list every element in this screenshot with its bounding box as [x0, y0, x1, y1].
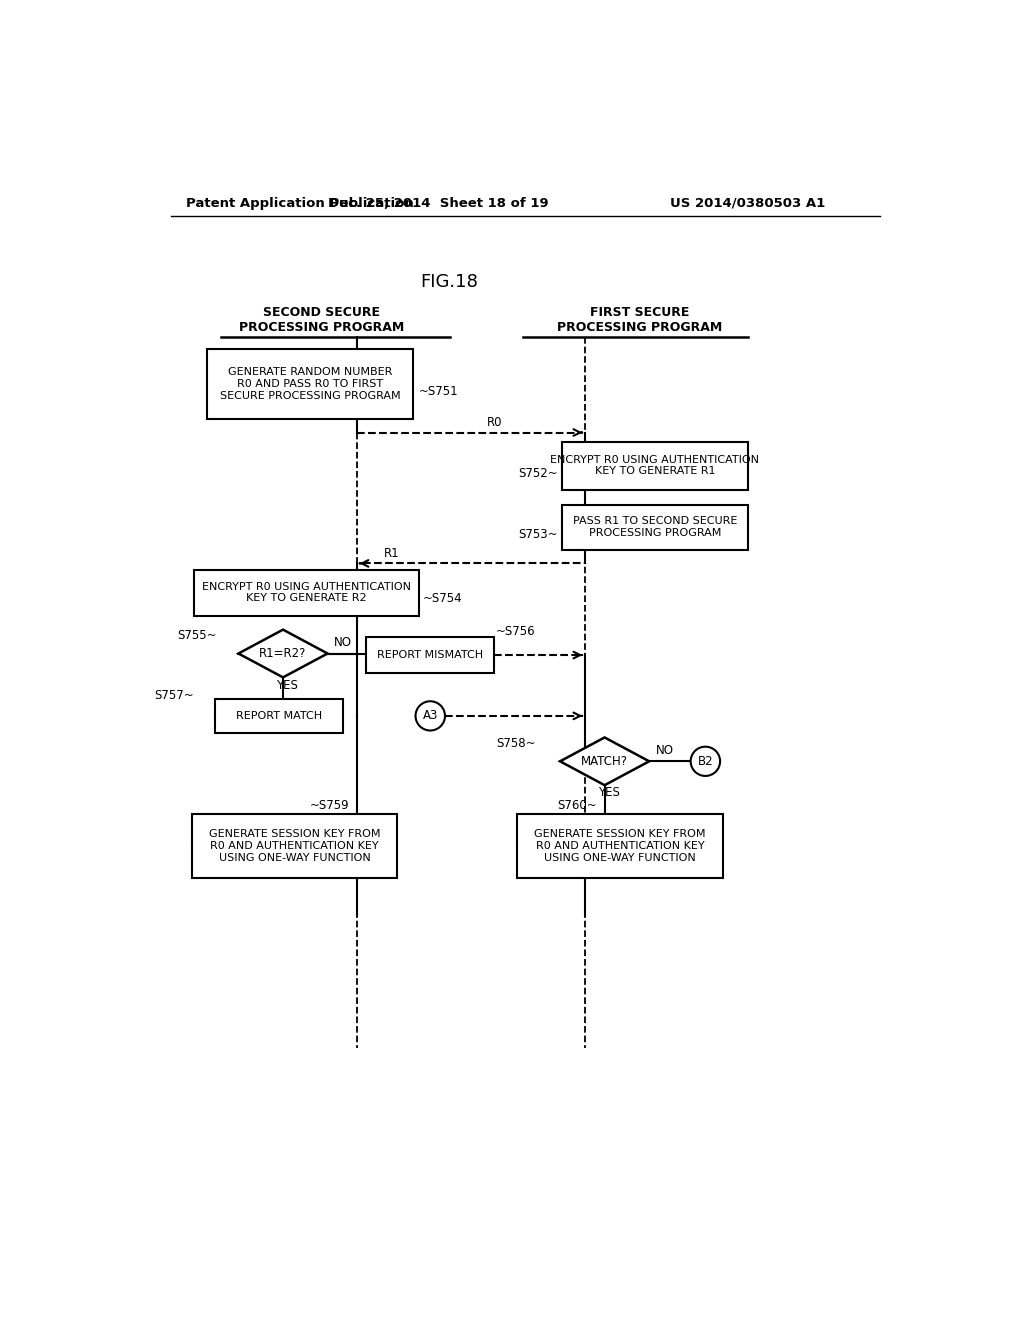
Text: R1: R1 — [384, 546, 399, 560]
Text: US 2014/0380503 A1: US 2014/0380503 A1 — [671, 197, 825, 210]
Text: S753~: S753~ — [518, 528, 558, 541]
Bar — [562, 442, 748, 490]
Text: Patent Application Publication: Patent Application Publication — [186, 197, 414, 210]
Bar — [562, 506, 748, 549]
Bar — [208, 350, 413, 418]
Text: GENERATE RANDOM NUMBER
R0 AND PASS R0 TO FIRST
SECURE PROCESSING PROGRAM: GENERATE RANDOM NUMBER R0 AND PASS R0 TO… — [220, 367, 400, 400]
Text: ENCRYPT R0 USING AUTHENTICATION
KEY TO GENERATE R2: ENCRYPT R0 USING AUTHENTICATION KEY TO G… — [202, 582, 411, 603]
Text: ENCRYPT R0 USING AUTHENTICATION
KEY TO GENERATE R1: ENCRYPT R0 USING AUTHENTICATION KEY TO G… — [551, 455, 760, 477]
Text: PASS R1 TO SECOND SECURE
PROCESSING PROGRAM: PASS R1 TO SECOND SECURE PROCESSING PROG… — [572, 516, 737, 539]
Text: S755~: S755~ — [177, 630, 217, 643]
Text: S760~: S760~ — [557, 799, 597, 812]
Polygon shape — [560, 738, 649, 785]
Text: NO: NO — [655, 744, 674, 758]
Text: ~S751: ~S751 — [419, 385, 459, 399]
Text: YES: YES — [598, 787, 620, 800]
Text: REPORT MISMATCH: REPORT MISMATCH — [377, 649, 483, 660]
Bar — [191, 814, 397, 878]
Text: FIRST SECURE
PROCESSING PROGRAM: FIRST SECURE PROCESSING PROGRAM — [557, 306, 722, 334]
Text: MATCH?: MATCH? — [582, 755, 628, 768]
Circle shape — [690, 747, 720, 776]
Text: S758~: S758~ — [496, 737, 536, 750]
Text: YES: YES — [275, 678, 298, 692]
Text: ~S756: ~S756 — [496, 624, 536, 638]
Text: FIG.18: FIG.18 — [421, 273, 478, 290]
Polygon shape — [239, 630, 328, 677]
Bar — [215, 700, 343, 733]
Text: S752~: S752~ — [518, 467, 558, 480]
Circle shape — [416, 701, 445, 730]
Text: B2: B2 — [697, 755, 713, 768]
Text: S757~: S757~ — [154, 689, 194, 702]
Text: R1=R2?: R1=R2? — [259, 647, 306, 660]
Bar — [517, 814, 723, 878]
Text: REPORT MATCH: REPORT MATCH — [237, 711, 323, 721]
Text: R0: R0 — [486, 416, 502, 429]
Text: A3: A3 — [423, 709, 438, 722]
Text: SECOND SECURE
PROCESSING PROGRAM: SECOND SECURE PROCESSING PROGRAM — [240, 306, 404, 334]
Bar — [367, 638, 495, 673]
Text: NO: NO — [334, 636, 352, 649]
Bar — [194, 570, 419, 615]
Text: ~S759: ~S759 — [310, 799, 350, 812]
Text: GENERATE SESSION KEY FROM
R0 AND AUTHENTICATION KEY
USING ONE-WAY FUNCTION: GENERATE SESSION KEY FROM R0 AND AUTHENT… — [535, 829, 706, 862]
Text: Dec. 25, 2014  Sheet 18 of 19: Dec. 25, 2014 Sheet 18 of 19 — [328, 197, 548, 210]
Text: ~S754: ~S754 — [423, 593, 462, 606]
Text: GENERATE SESSION KEY FROM
R0 AND AUTHENTICATION KEY
USING ONE-WAY FUNCTION: GENERATE SESSION KEY FROM R0 AND AUTHENT… — [209, 829, 380, 862]
